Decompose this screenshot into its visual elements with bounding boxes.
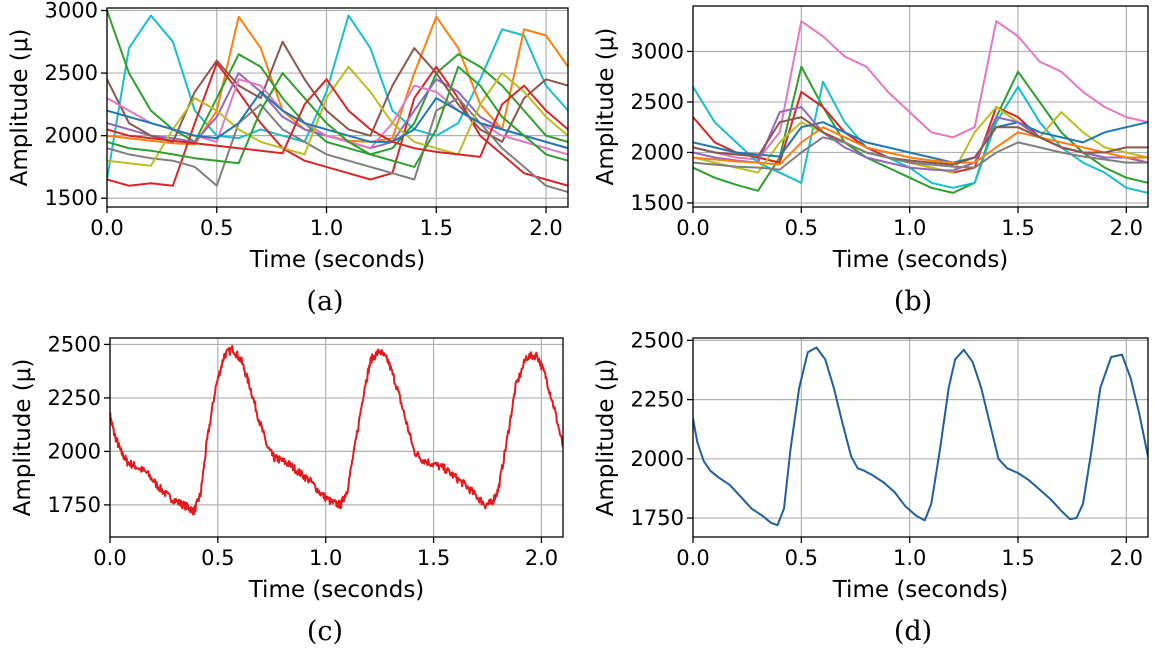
x-tick-label: 1.5 (417, 546, 450, 570)
x-axis: 0.0 0.5 1.0 1.5 2.0 (90, 8, 563, 240)
series-group (110, 344, 563, 516)
series-line-s11 (107, 65, 568, 168)
y-axis-label: Amplitude (μ) (7, 29, 33, 187)
y-axis: 1500 2000 2500 3000 (45, 0, 568, 210)
plot-frame (109, 337, 564, 538)
series-line-s6 (693, 121, 1148, 164)
panel-c: 0.0 0.5 1.0 1.5 2.0 1750 2000 2250 2500 Time (sec… (10, 332, 564, 603)
x-axis-label: Time (seconds) (248, 577, 425, 603)
x-tick-label: 0.5 (200, 216, 233, 240)
y-axis: 1500 2000 2500 3000 (631, 39, 1148, 215)
x-tick-label: 0.0 (676, 216, 709, 240)
y-tick-label: 2000 (631, 140, 684, 164)
series-group (693, 346, 1148, 527)
x-axis: 0.0 0.5 1.0 1.5 2.0 (676, 338, 1143, 570)
series-line-s1 (107, 14, 568, 181)
y-tick-label: 1750 (48, 493, 101, 517)
y-tick-label: 2500 (631, 328, 684, 352)
series-line-signal (110, 344, 563, 516)
x-tick-label: 2.0 (529, 216, 562, 240)
series-line-filtered (693, 346, 1148, 527)
x-tick-label: 0.5 (785, 216, 818, 240)
series-line-s5 (693, 106, 1148, 174)
y-tick-label: 1750 (631, 506, 684, 530)
x-axis-label: Time (seconds) (832, 247, 1009, 273)
x-tick-label: 1.0 (893, 216, 926, 240)
series-line-s2 (693, 65, 1148, 194)
plot-frame (106, 7, 569, 208)
x-tick-label: 1.5 (420, 216, 453, 240)
caption-c: (c) (307, 616, 343, 647)
series-line-s9 (693, 116, 1148, 166)
y-axis-label: Amplitude (μ) (10, 359, 36, 517)
series-line-s12 (107, 78, 568, 158)
x-tick-label: 2.0 (525, 546, 558, 570)
y-tick-label: 2500 (48, 332, 101, 356)
y-tick-label: 3000 (45, 0, 98, 23)
caption-d: (d) (894, 616, 932, 647)
x-axis-label: Time (seconds) (249, 247, 426, 273)
caption-b: (b) (894, 286, 932, 317)
series-group (693, 20, 1148, 194)
plot-frame (692, 5, 1149, 208)
x-tick-label: 2.0 (1110, 546, 1143, 570)
x-tick-label: 1.0 (893, 546, 926, 570)
panel-d: 0.0 0.5 1.0 1.5 2.0 1750 2000 2250 2500 Time (sec… (593, 328, 1149, 603)
series-line-s8 (693, 126, 1148, 166)
series-line-s3 (693, 80, 1148, 194)
x-tick-label: 2.0 (1110, 216, 1143, 240)
x-tick-label: 0.5 (785, 546, 818, 570)
series-group (107, 9, 568, 193)
caption-a: (a) (306, 286, 343, 317)
series-line-s8 (107, 97, 568, 193)
panel-a: 0.0 0.5 1.0 1.5 2.0 1500 2000 2500 3000 Time (sec… (7, 0, 569, 273)
x-tick-label: 0.5 (201, 546, 234, 570)
y-tick-label: 2000 (631, 447, 684, 471)
y-tick-label: 2500 (631, 90, 684, 114)
plot-frame (692, 337, 1149, 538)
y-tick-label: 2000 (48, 439, 101, 463)
series-line-s4 (107, 62, 568, 187)
x-tick-label: 0.0 (90, 216, 123, 240)
y-tick-label: 2000 (45, 124, 98, 148)
y-tick-label: 1500 (45, 186, 98, 210)
y-axis-label: Amplitude (μ) (593, 28, 619, 186)
x-tick-label: 0.0 (676, 546, 709, 570)
x-axis: 0.0 0.5 1.0 1.5 2.0 (93, 338, 558, 570)
y-axis: 1750 2000 2250 2500 (48, 332, 563, 517)
x-tick-label: 1.0 (310, 216, 343, 240)
series-line-s1 (693, 20, 1148, 161)
y-axis-label: Amplitude (μ) (593, 359, 619, 517)
series-line-s10 (693, 136, 1148, 171)
y-axis: 1750 2000 2250 2500 (631, 328, 1148, 530)
x-tick-label: 1.0 (309, 546, 342, 570)
y-tick-label: 3000 (631, 39, 684, 63)
x-tick-label: 1.5 (1001, 546, 1034, 570)
x-tick-label: 0.0 (93, 546, 126, 570)
y-tick-label: 2250 (48, 386, 101, 410)
series-line-s9 (107, 65, 568, 167)
y-tick-label: 1500 (631, 191, 684, 215)
y-tick-label: 2250 (631, 388, 684, 412)
panel-b: 0.0 0.5 1.0 1.5 2.0 1500 2000 2500 3000 Time (sec… (593, 5, 1149, 273)
y-tick-label: 2500 (45, 61, 98, 85)
x-axis-label: Time (seconds) (832, 577, 1009, 603)
series-line-s3 (107, 9, 568, 156)
x-tick-label: 1.5 (1001, 216, 1034, 240)
